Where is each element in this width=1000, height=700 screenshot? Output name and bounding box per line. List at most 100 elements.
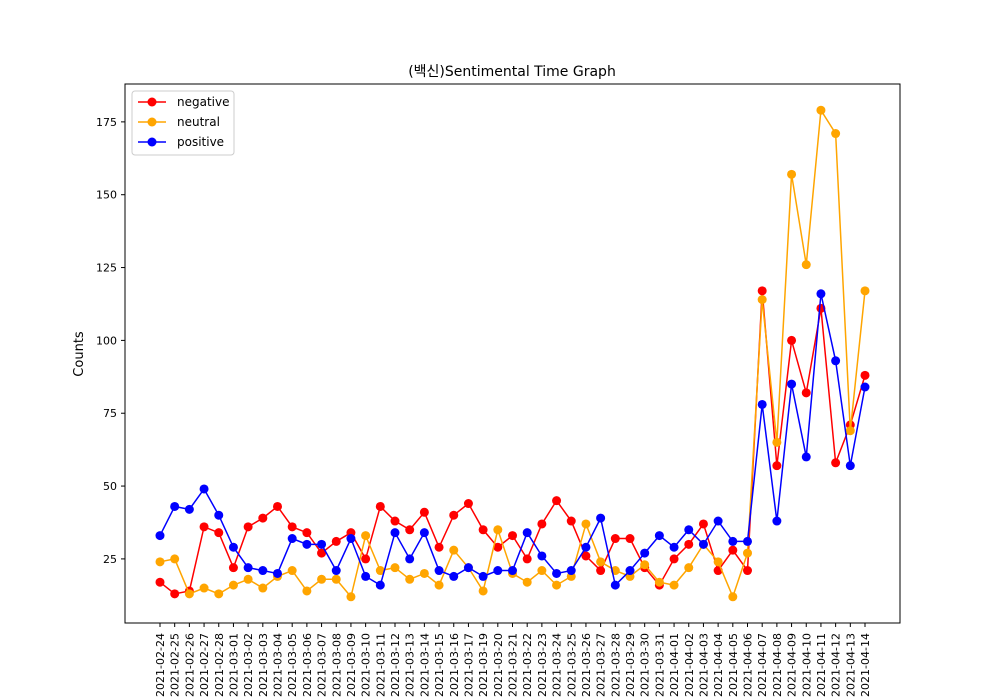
x-tick-label: 2021-04-14 xyxy=(859,633,872,697)
x-tick-label: 2021-02-28 xyxy=(213,633,226,697)
data-point-positive xyxy=(860,382,870,392)
data-point-negative xyxy=(522,554,532,564)
x-tick-label: 2021-03-31 xyxy=(653,633,666,697)
x-tick-label: 2021-03-14 xyxy=(418,633,431,697)
data-point-positive xyxy=(258,566,268,576)
data-point-negative xyxy=(243,522,253,532)
data-point-neutral xyxy=(375,566,385,576)
data-point-positive xyxy=(772,516,782,526)
x-tick-label: 2021-04-03 xyxy=(697,633,710,697)
data-point-positive xyxy=(743,536,752,546)
data-point-negative xyxy=(273,501,282,511)
x-tick-label: 2021-03-07 xyxy=(316,633,329,697)
data-point-positive xyxy=(273,568,282,578)
x-tick-label: 2021-02-24 xyxy=(154,633,167,697)
data-point-positive xyxy=(845,461,855,471)
data-point-neutral xyxy=(258,583,268,593)
data-point-neutral xyxy=(537,566,547,576)
data-point-neutral xyxy=(449,545,459,555)
data-point-neutral xyxy=(478,586,488,596)
data-point-positive xyxy=(581,542,591,552)
data-point-negative xyxy=(434,542,444,552)
data-point-negative xyxy=(508,531,517,541)
data-point-positive xyxy=(596,513,606,523)
x-tick-label: 2021-03-08 xyxy=(330,633,343,697)
data-point-positive xyxy=(713,516,723,526)
data-point-positive xyxy=(787,379,797,389)
data-point-positive xyxy=(199,484,209,494)
data-point-positive xyxy=(346,534,356,544)
x-tick-label: 2021-03-29 xyxy=(624,633,637,697)
data-point-negative xyxy=(860,370,870,380)
data-point-positive xyxy=(552,568,562,578)
data-point-negative xyxy=(596,566,606,576)
data-point-negative xyxy=(743,566,752,576)
x-tick-label: 2021-04-09 xyxy=(786,633,799,697)
data-point-positive xyxy=(522,528,532,538)
x-tick-label: 2021-04-12 xyxy=(830,633,843,697)
data-point-positive xyxy=(537,551,547,561)
data-point-neutral xyxy=(184,589,194,599)
data-point-negative xyxy=(302,528,312,538)
data-point-neutral xyxy=(228,580,238,590)
data-point-neutral xyxy=(654,577,664,587)
data-point-neutral xyxy=(405,574,415,584)
data-point-negative xyxy=(757,286,767,296)
data-point-positive xyxy=(449,571,459,581)
data-point-negative xyxy=(390,516,400,526)
data-point-negative xyxy=(698,519,708,529)
series-negative xyxy=(155,286,870,599)
data-point-negative xyxy=(669,554,679,564)
x-tick-label: 2021-04-02 xyxy=(683,633,696,697)
data-point-negative xyxy=(258,513,268,523)
legend: negative neutral positive xyxy=(131,90,235,156)
data-point-neutral xyxy=(831,129,841,139)
data-point-positive xyxy=(684,525,694,535)
data-point-negative xyxy=(493,542,503,552)
data-point-neutral xyxy=(787,169,797,179)
data-point-positive xyxy=(228,542,238,552)
data-point-neutral xyxy=(419,568,429,578)
data-point-negative xyxy=(170,589,180,599)
x-tick-label: 2021-03-25 xyxy=(565,633,578,697)
data-point-neutral xyxy=(669,580,679,590)
data-point-negative xyxy=(419,507,429,517)
x-tick-label: 2021-03-26 xyxy=(580,633,593,697)
data-point-positive xyxy=(405,554,415,564)
x-tick-label: 2021-03-16 xyxy=(448,633,461,697)
data-point-negative xyxy=(361,554,371,564)
data-point-negative xyxy=(199,522,209,532)
data-point-neutral xyxy=(713,557,723,567)
data-point-negative xyxy=(625,534,635,544)
data-point-negative xyxy=(772,461,782,471)
data-point-negative xyxy=(449,510,459,520)
x-tick-label: 2021-03-19 xyxy=(477,633,490,697)
x-tick-label: 2021-04-07 xyxy=(756,633,769,697)
series-positive xyxy=(155,289,870,590)
x-tick-label: 2021-03-02 xyxy=(242,633,255,697)
x-tick-label: 2021-04-01 xyxy=(668,633,681,697)
x-tick-label: 2021-02-25 xyxy=(169,633,182,697)
data-point-neutral xyxy=(214,589,224,599)
x-tick-label: 2021-03-28 xyxy=(609,633,622,697)
x-tick-label: 2021-02-27 xyxy=(198,633,211,697)
data-point-positive xyxy=(728,536,738,546)
data-point-negative xyxy=(478,525,488,535)
y-tick-label: 50 xyxy=(103,480,117,493)
y-tick-label: 100 xyxy=(96,334,117,347)
series-layer xyxy=(155,105,870,602)
data-point-positive xyxy=(463,563,473,573)
legend-label-neutral: neutral xyxy=(177,115,220,129)
y-tick-label: 150 xyxy=(96,189,117,202)
data-point-neutral xyxy=(434,580,444,590)
data-point-neutral xyxy=(493,525,503,535)
data-point-neutral xyxy=(743,548,752,558)
data-point-neutral xyxy=(361,531,371,541)
data-point-positive xyxy=(214,510,224,520)
data-point-negative xyxy=(801,388,811,398)
data-point-positive xyxy=(302,539,312,549)
x-tick-label: 2021-03-20 xyxy=(492,633,505,697)
data-point-positive xyxy=(419,528,429,538)
data-point-positive xyxy=(361,571,371,581)
data-point-positive xyxy=(508,566,517,576)
